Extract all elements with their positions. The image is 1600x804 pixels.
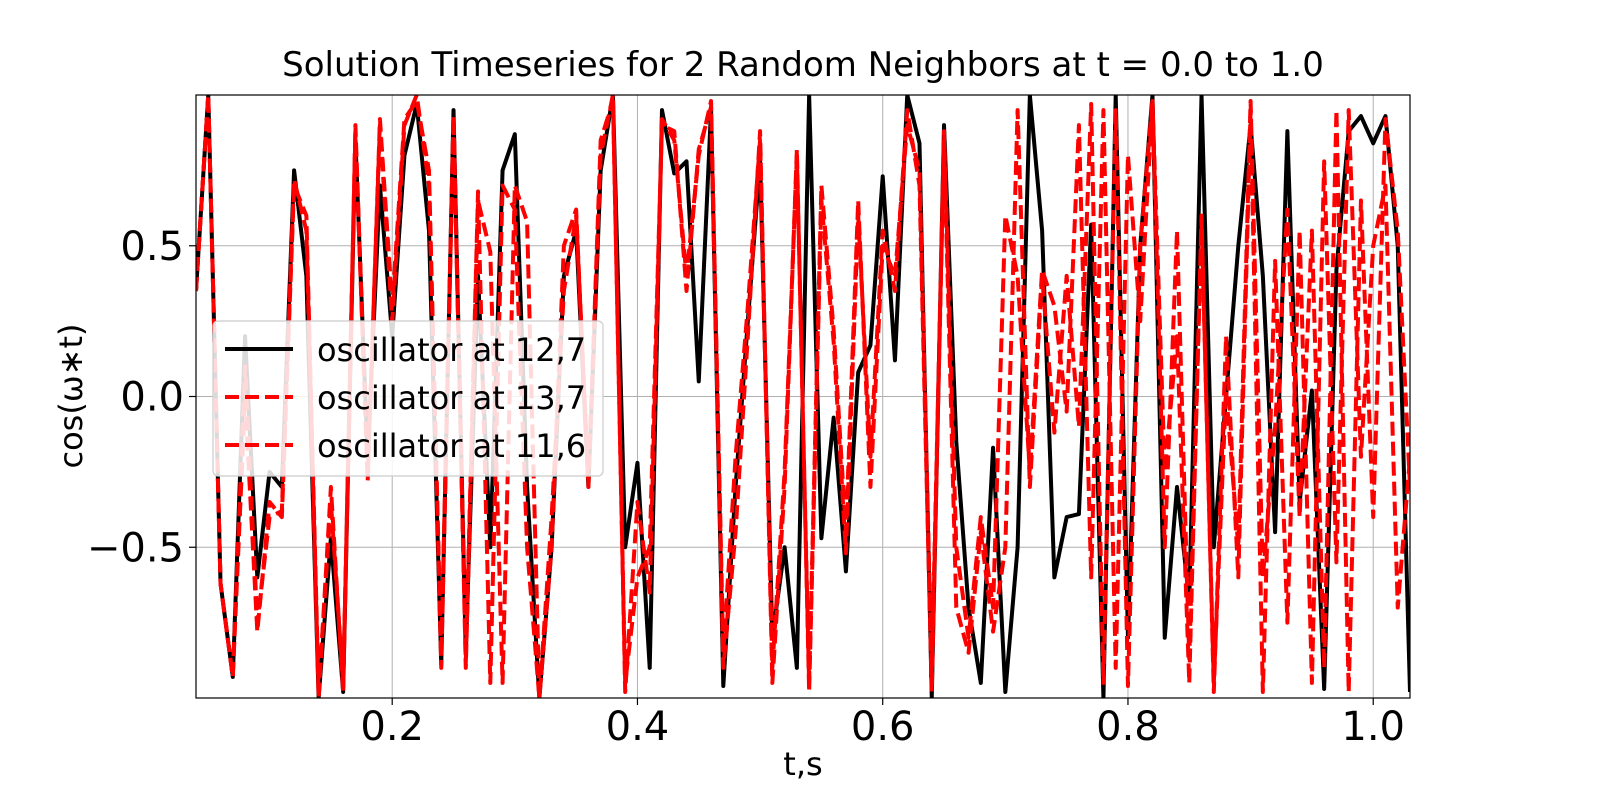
ticks: 0.2 0.4 0.6 0.8 1.0 −0.5 0.0 0.5: [87, 224, 1405, 750]
y-tick-label: 0.5: [120, 224, 184, 270]
chart-title: Solution Timeseries for 2 Random Neighbo…: [282, 45, 1324, 85]
y-tick-label: 0.0: [120, 375, 184, 421]
legend: oscillator at 12,7 oscillator at 13,7 osci…: [212, 320, 604, 477]
plot-lines: [196, 95, 1410, 698]
y-axis-label: cos(ω∗t): [52, 324, 90, 469]
legend-label: oscillator at 11,6: [317, 427, 586, 465]
x-tick-label: 0.8: [1096, 704, 1160, 750]
y-tick-label: −0.5: [87, 525, 184, 571]
x-tick-label: 0.6: [851, 704, 915, 750]
legend-label: oscillator at 12,7: [317, 331, 586, 369]
legend-label: oscillator at 13,7: [317, 379, 586, 417]
x-axis-label: t,s: [783, 745, 822, 783]
series-line: [196, 95, 1410, 698]
x-tick-label: 0.2: [360, 704, 424, 750]
legend-box: [212, 320, 604, 477]
x-tick-label: 0.4: [606, 704, 670, 750]
x-tick-label: 1.0: [1341, 704, 1405, 750]
